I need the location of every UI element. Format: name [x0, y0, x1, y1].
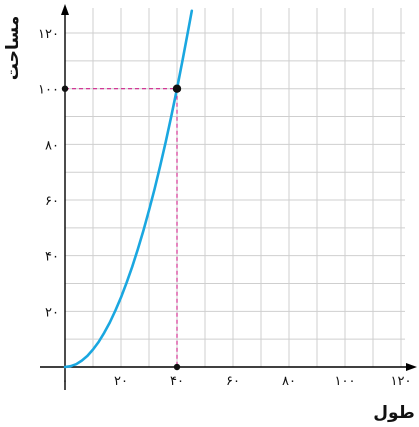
x-tick-label: ۴۰ [170, 374, 184, 389]
series-group [63, 9, 194, 369]
y-tick-label: ۸۰ [45, 138, 59, 153]
x-tick-label: ۲۰ [114, 374, 128, 389]
y-tick-labels: ۲۰ ۴۰ ۶۰ ۸۰ ۱۰۰ ۱۲۰ [38, 27, 59, 320]
x-tick-label: ۱۲۰ [391, 374, 412, 389]
x-tick-labels: ۰ ۲۰ ۴۰ ۶۰ ۸۰ ۱۰۰ ۱۲۰ [62, 374, 412, 389]
y-tick-label: ۱۲۰ [38, 27, 59, 42]
x-tick-label: ۱۰۰ [335, 374, 356, 389]
series-line [63, 9, 194, 369]
x-axis-label: طول [373, 403, 414, 423]
y-tick-label: ۲۰ [45, 305, 59, 320]
axis-point [61, 85, 69, 92]
axis-point [173, 363, 181, 371]
y-tick-label: ۶۰ [45, 194, 59, 209]
y-tick-label: ۴۰ [45, 250, 59, 265]
axes [40, 4, 417, 390]
y-axis-arrow-icon [61, 4, 69, 15]
x-tick-label: ۶۰ [226, 374, 240, 389]
x-tick-label: ۸۰ [282, 374, 296, 389]
x-tick-label: ۰ [62, 374, 69, 389]
highlight-point [172, 84, 182, 93]
grid [65, 8, 405, 367]
y-tick-label: ۱۰۰ [38, 83, 59, 98]
x-axis-arrow-icon [406, 363, 417, 371]
points-group [61, 84, 182, 371]
y-axis-label: مساحت [3, 16, 23, 80]
guide-lines [65, 88, 178, 367]
